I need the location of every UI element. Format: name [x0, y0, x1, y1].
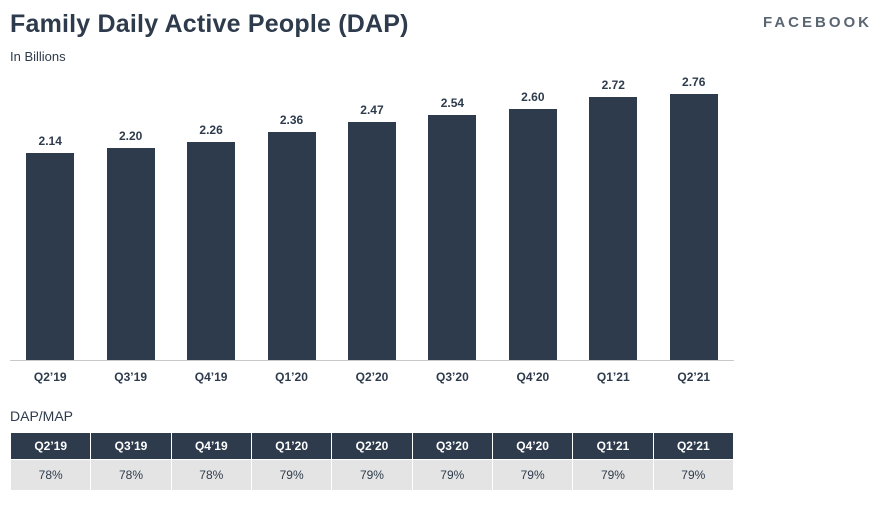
table-header-cell: Q1’20 — [250, 432, 333, 460]
bar-value-label: 2.47 — [360, 103, 384, 117]
table-data-cell: 79% — [331, 459, 413, 491]
x-axis-label: Q1’20 — [275, 370, 308, 384]
bar-column: 2.20 — [90, 129, 170, 360]
table-header-cell: Q4’19 — [170, 432, 252, 460]
bar — [428, 115, 477, 360]
table-row: 78% 78% 78% 79% 79% 79% 79% 79% 79% — [9, 459, 735, 491]
bar — [669, 94, 718, 360]
bar-value-label: 2.36 — [279, 113, 304, 127]
bar-value-label: 2.54 — [440, 96, 465, 110]
bar — [589, 97, 638, 360]
x-axis-label: Q2’19 — [33, 370, 67, 384]
table-data-cell: 79% — [491, 459, 574, 491]
table-header-cell: Q2’19 — [9, 432, 92, 460]
bar-column: 2.60 — [493, 90, 573, 360]
table-header-cell: Q2’20 — [331, 432, 413, 460]
table-data-cell: 79% — [572, 459, 654, 491]
x-axis-label: Q3’20 — [436, 370, 469, 384]
bar-value-label: 2.20 — [118, 129, 143, 143]
bar — [26, 153, 75, 360]
bar-column: 2.26 — [171, 123, 251, 360]
bar — [267, 132, 316, 360]
bar-chart-plot-area: 2.14 2.20 2.26 2.36 2.47 2.54 2.60 2.72 2.76 — [10, 75, 734, 361]
bar-value-label: 2.76 — [682, 75, 706, 89]
bar-column: 2.72 — [573, 78, 653, 360]
bar — [347, 122, 396, 360]
header: Family Daily Active People (DAP) FACEBOO… — [10, 10, 872, 39]
table-title: DAP/MAP — [10, 408, 74, 424]
bar-column: 2.47 — [332, 103, 412, 360]
bar-value-label: 2.26 — [199, 123, 223, 137]
bar — [106, 148, 155, 360]
bar-value-label: 2.60 — [521, 90, 545, 104]
bar-chart: 2.14 2.20 2.26 2.36 2.47 2.54 2.60 2.72 2.76 Q2’… — [10, 75, 734, 384]
dap-map-table: Q2’19 Q3’19 Q4’19 Q1’20 Q2’20 Q3’20 Q4’20 Q1’21… — [9, 432, 735, 491]
bar — [508, 109, 557, 360]
bar-value-label: 2.14 — [38, 134, 62, 148]
x-axis-label: Q2’21 — [677, 370, 711, 384]
chart-subtitle: In Billions — [10, 49, 66, 64]
x-axis-label: Q1’21 — [596, 370, 630, 384]
x-axis-label: Q2’20 — [355, 370, 389, 384]
page-title: Family Daily Active People (DAP) — [10, 10, 409, 38]
table-header-cell: Q2’21 — [652, 432, 735, 460]
bar-column: 2.76 — [654, 75, 734, 360]
x-axis: Q2’19 Q3’19 Q4’19 Q1’20 Q2’20 Q3’20 Q4’20 Q1’21… — [10, 361, 734, 384]
table-data-cell: 78% — [9, 459, 92, 491]
table-data-cell: 78% — [90, 459, 172, 491]
table-data-cell: 78% — [170, 459, 252, 491]
table-header-cell: Q3’19 — [90, 432, 172, 460]
slide: Family Daily Active People (DAP) FACEBOO… — [9, 10, 872, 491]
x-axis-label: Q4’20 — [516, 370, 550, 384]
bar-column: 2.14 — [10, 134, 90, 360]
bar-column: 2.36 — [251, 113, 331, 360]
table-header-cell: Q1’21 — [572, 432, 654, 460]
table-data-cell: 79% — [250, 459, 333, 491]
table-data-cell: 79% — [652, 459, 735, 491]
x-axis-label: Q4’19 — [194, 370, 228, 384]
x-axis-label: Q3’19 — [114, 370, 147, 384]
bar-value-label: 2.72 — [601, 78, 625, 92]
bar — [187, 142, 236, 360]
table-header-cell: Q4’20 — [491, 432, 574, 460]
facebook-logo: FACEBOOK — [762, 14, 872, 31]
table-data-cell: 79% — [411, 459, 493, 491]
table-header-cell: Q3’20 — [411, 432, 493, 460]
bar-column: 2.54 — [412, 96, 492, 360]
table-header-row: Q2’19 Q3’19 Q4’19 Q1’20 Q2’20 Q3’20 Q4’20 Q1’21… — [9, 432, 735, 460]
